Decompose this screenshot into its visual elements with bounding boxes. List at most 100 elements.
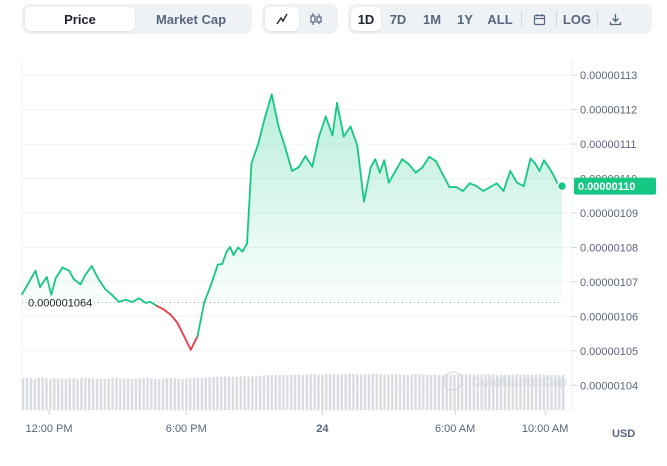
price-segment-up: [27, 269, 37, 284]
calendar-icon[interactable]: [524, 7, 554, 31]
volume-bar: [515, 374, 518, 410]
volume-bar: [387, 374, 390, 410]
volume-bar: [534, 374, 538, 410]
download-icon[interactable]: [600, 7, 630, 31]
volume-bar: [445, 374, 448, 410]
volume-bar: [154, 378, 157, 410]
volume-bar: [554, 374, 557, 410]
x-tick-label: 6:00 AM: [435, 423, 475, 435]
current-price-badge-bg: [574, 177, 656, 195]
volume-bar: [530, 374, 534, 410]
volume-bar: [37, 377, 40, 410]
volume-bar: [150, 378, 153, 410]
volume-bar: [507, 374, 511, 410]
range-7d-button[interactable]: 7D: [389, 11, 407, 27]
volume-bar: [56, 378, 60, 410]
volume-bar: [220, 376, 223, 410]
volume-bar: [243, 376, 246, 410]
volume-bar: [216, 376, 219, 410]
price-segment-up: [39, 276, 48, 288]
price-segment-up: [79, 274, 86, 286]
volume-bar: [278, 374, 281, 410]
volume-bar: [332, 374, 336, 410]
y-tick-label: 0.00000106: [580, 311, 638, 323]
price-segment-down: [162, 308, 172, 316]
volume-bar: [391, 374, 394, 410]
price-segment-up: [482, 186, 491, 192]
range-1y-button[interactable]: 1Y: [457, 11, 473, 27]
volume-bar: [523, 374, 526, 410]
price-segment-up: [21, 281, 30, 296]
volume-bar: [60, 378, 64, 410]
time-range-toggle: 1D 7D 1M 1Y ALL LOG: [348, 4, 652, 34]
line-chart-icon[interactable]: [265, 7, 299, 31]
price-segment-down: [156, 305, 165, 311]
volume-bar: [231, 376, 235, 410]
volume-bar: [538, 374, 542, 410]
price-segment-up: [97, 278, 107, 291]
watermark-text: CoinMarketCap: [472, 374, 567, 389]
volume-bar: [348, 373, 351, 410]
price-segment-up: [311, 135, 320, 168]
price-segment-up: [336, 102, 345, 138]
reference-price-label: 0.000001064: [28, 298, 92, 310]
volume-bar: [95, 378, 99, 410]
range-1d-button[interactable]: 1D: [351, 7, 381, 31]
volume-bar: [321, 374, 324, 410]
market-cap-tab[interactable]: Market Cap: [155, 11, 227, 27]
volume-bar: [227, 376, 231, 410]
y-tick-label: 0.00000104: [580, 380, 638, 392]
volume-bar: [492, 374, 495, 410]
range-1m-button[interactable]: 1M: [422, 11, 442, 27]
volume-bar: [495, 374, 499, 410]
volume-bar: [402, 374, 406, 410]
price-segment-up: [349, 125, 359, 147]
x-tick-label: 6:00 PM: [166, 423, 207, 435]
log-scale-button[interactable]: LOG: [562, 11, 592, 27]
price-segment-up: [124, 298, 134, 303]
price-tab[interactable]: Price: [25, 7, 135, 31]
price-segment-up: [374, 158, 381, 174]
price-segment-up: [408, 163, 417, 174]
price-line: [21, 93, 563, 351]
volume-bar: [64, 378, 68, 410]
volume-bar: [367, 374, 371, 410]
volume-bar: [542, 374, 545, 410]
volume-bar: [91, 378, 95, 410]
volume-bar: [84, 377, 87, 410]
price-segment-down: [169, 313, 179, 324]
price-segment-up: [257, 116, 266, 145]
price-segment-up: [331, 102, 338, 137]
price-area-fill: [22, 94, 562, 303]
volume-bar: [433, 374, 437, 410]
volume-bar: [72, 378, 75, 410]
price-segment-up: [324, 115, 334, 137]
range-all-button[interactable]: ALL: [487, 11, 513, 27]
price-segment-up: [246, 162, 253, 245]
price-segment-up: [356, 144, 365, 203]
price-segment-up: [394, 158, 404, 172]
price-segment-up: [502, 170, 512, 192]
volume-bar: [476, 374, 479, 410]
volume-bar: [282, 375, 285, 410]
volume-bar: [344, 374, 347, 410]
price-segment-up: [203, 283, 212, 304]
volume-bar: [270, 374, 274, 410]
volume-bar: [546, 374, 549, 410]
volume-bar: [247, 376, 250, 410]
price-segment-up: [435, 160, 444, 176]
volume-bar: [340, 374, 343, 410]
x-axis: 12:00 PM 6:00 PM 24 6:00 AM 10:00 AM: [25, 410, 568, 435]
price-segment-up: [229, 246, 235, 256]
price-segment-up: [284, 146, 293, 172]
view-toggle: Price Market Cap: [22, 4, 252, 34]
price-segment-up: [401, 158, 410, 166]
volume-bar: [177, 378, 180, 410]
volume-bar: [99, 378, 103, 410]
volume-bar: [297, 374, 301, 410]
volume-bar: [550, 374, 553, 410]
price-segment-up: [421, 155, 431, 169]
volume-bar: [235, 376, 239, 410]
candlestick-icon[interactable]: [299, 7, 333, 31]
